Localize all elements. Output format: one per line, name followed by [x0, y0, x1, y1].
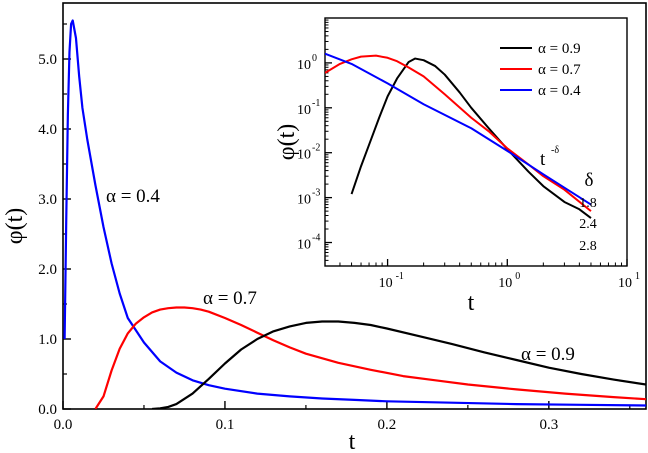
slope-header: δ	[585, 170, 594, 191]
annotation-alpha-0.7: α = 0.7	[203, 288, 257, 309]
inset-y-tick-exponent: -4	[312, 233, 320, 244]
annotation-alpha-0.4: α = 0.4	[106, 186, 160, 207]
slope-value-2.4: 2.4	[579, 217, 597, 232]
inset-y-tick-exponent: 0	[312, 53, 317, 64]
main-y-tick-label: 4.0	[38, 122, 57, 138]
main-series-lines	[63, 19, 646, 409]
main-x-tick-label: 0.1	[216, 417, 235, 433]
main-y-tick-label: 3.0	[38, 192, 57, 208]
main-y-tick-label: 1.0	[38, 332, 57, 348]
slope-label-exponent: -δ	[551, 145, 559, 156]
main-y-tick-label: 5.0	[38, 52, 57, 68]
inset-series-0.9	[350, 57, 592, 219]
inset-y-tick-label: 10	[297, 238, 311, 253]
main-x-tick-label: 0.2	[378, 417, 397, 433]
slope-label-base: t	[540, 149, 546, 170]
inset-y-tick-label: 10	[297, 103, 311, 118]
main-y-tick-label: 2.0	[38, 262, 57, 278]
inset-x-tick-label: 10	[498, 276, 512, 291]
inset-x-tick-exponent: -1	[396, 271, 404, 282]
inset-x-tick-label: 10	[618, 276, 632, 291]
inset-y-tick-exponent: -2	[312, 143, 320, 154]
inset-x-tick-exponent: 0	[515, 271, 520, 282]
main-series-0.7	[94, 306, 646, 409]
main-y-axis-label: φ(t)	[2, 208, 28, 245]
inset-y-tick-exponent: -1	[312, 98, 320, 109]
slope-label: t -δ	[540, 145, 559, 170]
legend-label-0.9: α = 0.9	[538, 41, 581, 57]
inset-y-tick-label: 10	[297, 193, 311, 208]
inset-series-lines	[325, 52, 592, 219]
inset-y-tick-exponent: -3	[312, 188, 320, 199]
inset-legend: α = 0.9 α = 0.7 α = 0.4	[500, 41, 581, 99]
slope-value-2.8: 2.8	[579, 239, 597, 254]
inset-y-tick-label: 10	[297, 148, 311, 163]
main-x-axis-label: t	[349, 429, 356, 453]
main-y-tick-label: 0.0	[38, 402, 57, 418]
inset-x-tick-label: 10	[379, 276, 393, 291]
inset-x-axis: 10 -1 10 0 10 1	[324, 259, 640, 291]
inset-y-axis-label: φ(t)	[274, 124, 300, 161]
inset-series-0.4	[325, 52, 592, 206]
main-x-tick-label: 0.0	[54, 417, 73, 433]
legend-label-0.4: α = 0.4	[538, 83, 581, 99]
inset-x-axis-label: t	[468, 290, 475, 316]
main-series-0.9	[151, 320, 646, 409]
legend-label-0.7: α = 0.7	[538, 62, 581, 78]
inset-plot-frame	[324, 17, 628, 267]
slope-value-1.8: 1.8	[579, 196, 597, 211]
inset-y-tick-label: 10	[297, 58, 311, 73]
main-series-0.4	[63, 19, 646, 407]
main-y-axis: 0.0 1.0 2.0 3.0 4.0 5.0	[38, 23, 71, 418]
annotation-alpha-0.9: α = 0.9	[521, 344, 575, 365]
inset-x-tick-exponent: 1	[635, 271, 640, 282]
main-x-tick-label: 0.3	[539, 417, 558, 433]
